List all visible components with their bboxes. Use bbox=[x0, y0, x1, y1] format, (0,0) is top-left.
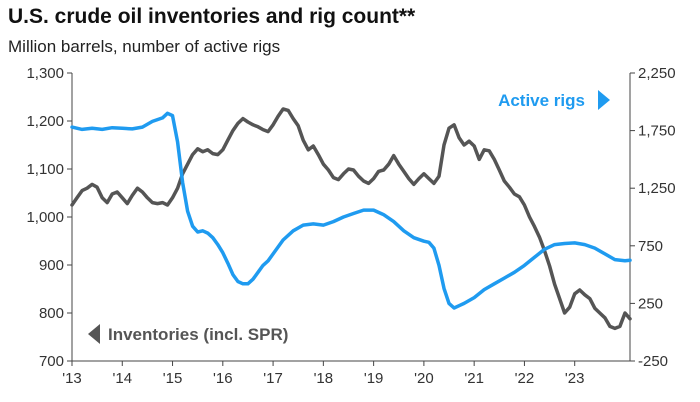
inventories-series-label: Inventories (incl. SPR) bbox=[108, 325, 288, 344]
chart-annotations: Active rigs Inventories (incl. SPR) bbox=[88, 90, 610, 344]
left-tick-label: 900 bbox=[39, 257, 64, 274]
x-tick-label: '19 bbox=[364, 370, 384, 387]
x-tick-label: '14 bbox=[112, 370, 132, 387]
rigs-series-line bbox=[70, 111, 632, 310]
right-tick-label: 1,250 bbox=[638, 180, 676, 197]
right-tick-label: -250 bbox=[638, 353, 668, 370]
x-tick-label: '21 bbox=[464, 370, 484, 387]
right-axis-ticks: 2,250 1,750 1,250 750 250 -250 bbox=[630, 65, 676, 370]
x-tick-label: '16 bbox=[213, 370, 233, 387]
left-axis-ticks: 1,300 1,200 1,100 1,000 900 800 700 bbox=[26, 65, 72, 370]
series-lines bbox=[70, 107, 632, 331]
arrow-left-icon bbox=[88, 324, 100, 344]
x-tick-label: '22 bbox=[515, 370, 535, 387]
right-tick-label: 2,250 bbox=[638, 65, 676, 82]
arrow-right-icon bbox=[598, 90, 610, 110]
left-tick-label: 800 bbox=[39, 305, 64, 322]
left-tick-label: 1,200 bbox=[26, 113, 64, 130]
x-tick-label: '13 bbox=[62, 370, 82, 387]
x-tick-label: '15 bbox=[163, 370, 183, 387]
left-tick-label: 700 bbox=[39, 353, 64, 370]
chart-title: U.S. crude oil inventories and rig count… bbox=[8, 5, 416, 28]
left-tick-label: 1,100 bbox=[26, 161, 64, 178]
left-tick-label: 1,300 bbox=[26, 65, 64, 82]
right-tick-label: 1,750 bbox=[638, 123, 676, 140]
chart-axes bbox=[71, 73, 631, 362]
rigs-series-label: Active rigs bbox=[498, 91, 585, 110]
inventories-series-line bbox=[70, 107, 632, 331]
right-tick-label: 750 bbox=[638, 238, 663, 255]
left-tick-label: 1,000 bbox=[26, 209, 64, 226]
x-tick-label: '17 bbox=[263, 370, 283, 387]
right-tick-label: 250 bbox=[638, 295, 663, 312]
x-tick-label: '20 bbox=[414, 370, 434, 387]
x-axis-ticks: '13 '14 '15 '16 '17 '18 '19 '20 '21 '22 '23 bbox=[62, 361, 584, 387]
chart-subtitle: Million barrels, number of active rigs bbox=[8, 37, 281, 56]
x-tick-label: '23 bbox=[565, 370, 585, 387]
x-tick-label: '18 bbox=[314, 370, 334, 387]
